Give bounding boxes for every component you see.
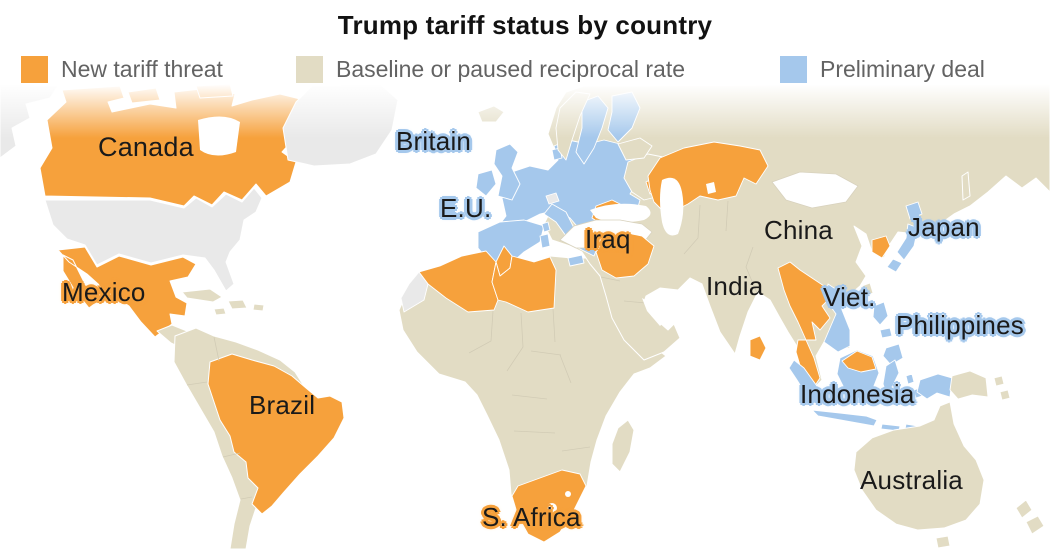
- region-mexico: [57, 246, 197, 338]
- region-switzerland: [545, 192, 560, 205]
- sea-black-sea: [590, 203, 651, 223]
- region-japan: [886, 201, 923, 273]
- region-africa: [398, 245, 667, 543]
- legend-label-baseline-or-paused: Baseline or paused reciprocal rate: [336, 55, 686, 82]
- sea-caspian: [660, 177, 684, 236]
- region-sri-lanka: [749, 335, 767, 361]
- page-title: Trump tariff status by country: [337, 10, 713, 40]
- sea-aral: [706, 182, 716, 194]
- legend-swatch-preliminary-deal: [780, 55, 807, 83]
- region-ireland: [475, 169, 497, 197]
- status-overlays: [400, 91, 1045, 549]
- region-iraq: [595, 231, 655, 279]
- map-label-australia: Australia: [860, 465, 963, 495]
- legend-label-preliminary-deal: Preliminary deal: [820, 55, 985, 82]
- map-label-brazil: Brazil: [249, 390, 316, 420]
- map-label-iraq: Iraq: [585, 224, 631, 254]
- region-vietnam: [823, 283, 851, 353]
- region-belarus: [617, 137, 653, 161]
- region-united-states: [44, 187, 263, 292]
- region-sulawesi: [882, 359, 900, 401]
- region-australia: [853, 401, 985, 549]
- region-west-papua: [916, 373, 953, 400]
- legend-swatch-baseline-or-paused: [296, 55, 323, 83]
- legend-label-new-tariff-threat: New tariff threat: [61, 55, 223, 82]
- region-philippines: [872, 301, 904, 366]
- map-label-china: China: [764, 215, 833, 245]
- region-eswatini: [565, 491, 571, 497]
- region-malaysia-borneo: [841, 350, 877, 373]
- legend-item-new-tariff-threat: New tariff threat: [21, 55, 223, 83]
- region-myanmar-thailand-laos: [777, 261, 831, 391]
- map-label-mexico: Mexico: [62, 277, 146, 307]
- map-label-japan: Japan: [908, 212, 980, 242]
- map-top-fade: [0, 84, 1050, 138]
- legend-item-preliminary-deal: Preliminary deal: [780, 55, 985, 83]
- region-papua-new-guinea: [949, 370, 1011, 401]
- map-label-s-africa: S. Africa: [482, 502, 581, 532]
- region-new-zealand: [1015, 499, 1045, 535]
- region-mongolia: [771, 171, 859, 209]
- region-western-sahara: [400, 271, 429, 313]
- region-java: [811, 409, 878, 427]
- sea-persian-gulf: [642, 298, 666, 326]
- region-sakhalin: [961, 171, 971, 201]
- region-madagascar: [611, 419, 635, 473]
- country-borders: [186, 200, 758, 500]
- map-label-canada: Canada: [98, 132, 194, 162]
- map-label-eu: E.U.: [440, 193, 492, 223]
- region-libya: [491, 255, 557, 313]
- region-sumatra: [788, 359, 825, 408]
- region-south-korea: [871, 235, 891, 259]
- legend-swatch-new-tariff-threat: [21, 55, 48, 83]
- region-lesotho: [547, 503, 557, 513]
- region-brazil: [207, 353, 345, 515]
- map-label-viet: Viet.: [823, 282, 876, 312]
- legend-item-baseline-or-paused: Baseline or paused reciprocal rate: [296, 55, 685, 83]
- region-caribbean: [181, 288, 265, 316]
- map-label-britain: Britain: [396, 126, 472, 156]
- map-label-india: India: [706, 271, 764, 301]
- map-label-indonesia: Indonesia: [800, 379, 915, 409]
- map-label-philippines: Philippines: [896, 310, 1024, 340]
- region-britain: [493, 143, 521, 201]
- region-taiwan: [861, 282, 874, 297]
- header-background: [0, 0, 1050, 84]
